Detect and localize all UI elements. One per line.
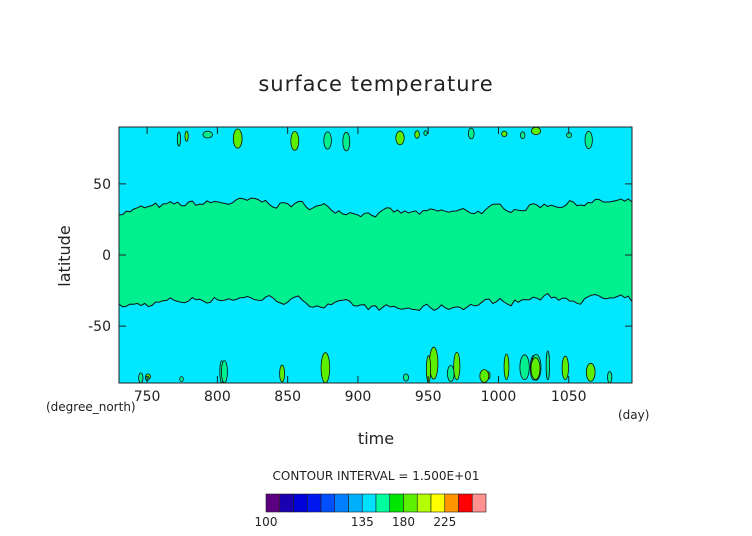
- contour-line-north: [118, 197, 633, 218]
- polar-contour-patch: [501, 130, 508, 137]
- polar-contour-patch: [479, 369, 490, 383]
- polar-contour-patch: [202, 130, 213, 139]
- x-tick-label: 900: [345, 389, 372, 405]
- x-tick-label: 1050: [551, 389, 587, 405]
- polar-contour-patch: [520, 131, 526, 140]
- x-tick-label: 800: [204, 389, 231, 405]
- polar-contour-patch: [414, 130, 420, 139]
- polar-contour-patch: [138, 372, 144, 384]
- polar-contour-patch: [530, 357, 541, 380]
- polar-contour-patch: [179, 376, 184, 383]
- x-tick-label: 750: [134, 389, 161, 405]
- colorbar-swatch: [403, 493, 418, 513]
- colorbar-label: 180: [392, 515, 415, 529]
- colorbar-swatch: [458, 493, 473, 513]
- polar-contour-patch: [220, 360, 228, 384]
- colorbar-swatch: [430, 493, 446, 513]
- colorbar-swatch: [361, 493, 377, 513]
- plot-area: 750 800 850 900 950 1000 1050 50 0 -50: [88, 126, 633, 405]
- polar-contour-patch: [320, 352, 331, 384]
- colorbar-label: 100: [255, 515, 278, 529]
- colorbar-swatch: [306, 493, 322, 513]
- y-tick-label: 0: [102, 248, 111, 264]
- colorbar-swatch: [320, 493, 336, 513]
- colorbar-swatch: [375, 493, 391, 513]
- y-axis-label: latitude: [55, 225, 74, 286]
- colorbar-swatch: [416, 493, 432, 513]
- polar-contour-patch: [184, 130, 189, 142]
- y-tick-label: 50: [93, 177, 111, 193]
- chart-title: surface temperature: [258, 72, 493, 96]
- polar-contour-patch: [279, 364, 286, 383]
- contour-line-south: [118, 292, 633, 312]
- colorbar-swatch: [389, 493, 404, 513]
- colorbar-label: 135: [351, 515, 374, 529]
- polar-contour-patch: [342, 131, 351, 152]
- colorbar-swatch: [444, 493, 459, 513]
- polar-contour-patch: [607, 371, 613, 384]
- polar-contour-patch: [323, 131, 332, 150]
- polar-contour-patch: [453, 351, 461, 381]
- polar-contour-patch: [402, 373, 409, 382]
- colorbar-swatch: [471, 493, 487, 513]
- polar-contour-patch: [519, 354, 530, 381]
- x-tick-label: 950: [415, 389, 442, 405]
- polar-contour-patch: [584, 130, 593, 150]
- polar-contour-patch: [585, 362, 596, 382]
- polar-contour-patch: [176, 131, 181, 147]
- polar-contour-patches: [138, 126, 613, 384]
- colorbar-label: 225: [433, 515, 456, 529]
- colorbar-swatch: [265, 493, 281, 513]
- contour-interval-text: CONTOUR INTERVAL = 1.500E+01: [273, 469, 480, 483]
- x-axis-label: time: [358, 429, 394, 448]
- polar-contour-patch: [446, 365, 455, 382]
- colorbar-swatch: [293, 493, 308, 513]
- polar-contour-patch: [545, 350, 550, 381]
- x-tick-label: 1000: [481, 389, 517, 405]
- polar-contour-patch: [423, 130, 428, 136]
- y-unit-label: (degree_north): [46, 400, 136, 414]
- polar-contour-patch: [503, 353, 510, 381]
- polar-contour-patch: [232, 128, 243, 149]
- region-tropical-band: [119, 198, 632, 311]
- polar-contour-patch: [395, 130, 405, 146]
- x-unit-label: (day): [618, 408, 649, 422]
- colorbar-swatch: [279, 493, 294, 513]
- colorbar-swatch: [348, 493, 363, 513]
- polar-contour-patch: [561, 355, 569, 380]
- x-tick-label: 850: [274, 389, 301, 405]
- y-tick-label: -50: [88, 319, 111, 335]
- polar-contour-patch: [530, 126, 542, 136]
- polar-contour-patch: [467, 127, 475, 140]
- colorbar: 100 135 180 225: [255, 493, 487, 529]
- colorbar-swatch: [334, 493, 349, 513]
- polar-contour-patch: [290, 131, 300, 151]
